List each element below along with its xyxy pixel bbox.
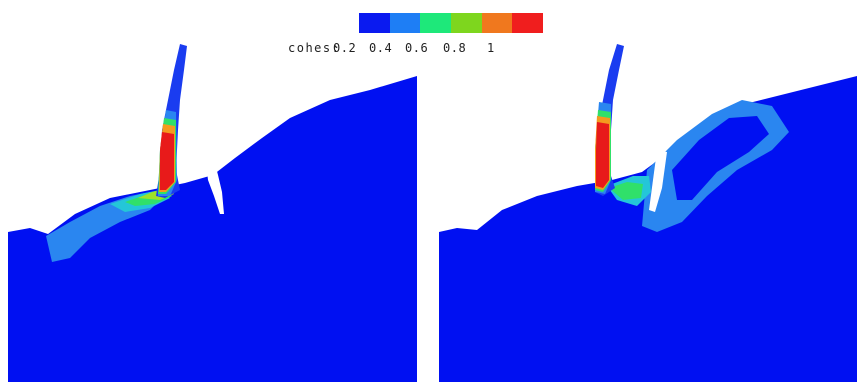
column-red [160,132,174,190]
left-simulation-panel [8,44,417,382]
colorbar-tick: 0.8 [443,41,467,55]
column-red [596,122,609,188]
colorbar-cell [389,13,421,33]
colorbar-tick: 0.4 [369,41,393,55]
ground-body [439,76,857,382]
sliding-block-interior [672,116,769,200]
colorbar-cell [481,13,513,33]
colorbar [359,13,544,33]
crack-gap [206,160,224,214]
colorbar-tick: 0.2 [333,41,357,55]
colorbar-tick: 1 [487,41,495,55]
colorbar-cell [420,13,452,33]
colorbar-label: cohes: [288,41,341,55]
right-simulation-panel [439,44,857,382]
crack-gap [649,150,667,212]
colorbar-cell [359,13,390,33]
colorbar-tick: 0.6 [405,41,429,55]
damage-zone-green [609,182,643,200]
ground-body [8,76,417,382]
colorbar-cell [451,13,482,33]
colorbar-cell [512,13,544,33]
